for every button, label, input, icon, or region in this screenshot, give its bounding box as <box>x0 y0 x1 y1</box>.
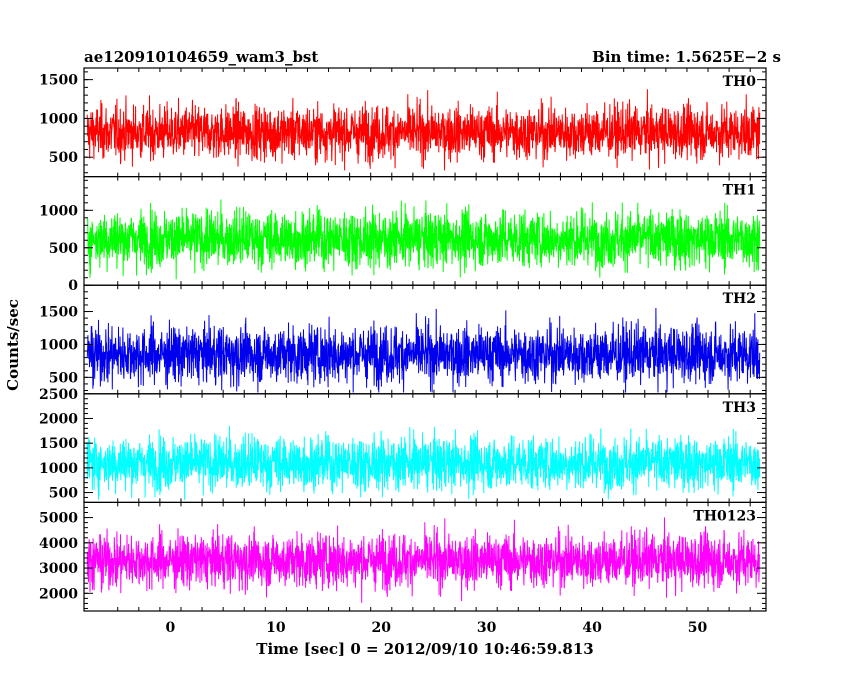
panel-label-th1: TH1 <box>723 183 756 199</box>
y-tick-label: 2500 <box>39 387 78 403</box>
x-tick-label: 20 <box>372 620 392 636</box>
x-axis-label: Time [sec] 0 = 2012/09/10 10:46:59.813 <box>256 640 593 658</box>
panel-th1: 0 500 1000 TH1 <box>39 176 767 294</box>
panel-label-th0123: TH0123 <box>693 508 756 524</box>
y-axis-label: Counts/sec <box>4 299 22 391</box>
series-line-th0123 <box>86 517 761 603</box>
y-tick-label: 500 <box>49 150 78 166</box>
y-tick-label: 500 <box>49 241 78 257</box>
panel-th2: 500 1000 1500 TH2 <box>39 284 767 395</box>
x-tick-label: 50 <box>688 620 708 636</box>
series-line-th1 <box>86 199 761 280</box>
panel-th0123: 2000 3000 4000 5000 TH0123 <box>39 501 767 612</box>
panel-label-th3: TH3 <box>723 400 756 416</box>
y-tick-label: 1500 <box>39 73 78 89</box>
y-tick-label: 1000 <box>39 461 78 477</box>
bin-time-label: Bin time: 1.5625E−2 s <box>592 48 781 66</box>
y-tick-label: 2000 <box>39 586 78 602</box>
panel-label-th0: TH0 <box>723 74 757 90</box>
series-line-th2 <box>86 307 761 393</box>
y-tick-label: 1500 <box>39 436 78 452</box>
series-line-th3 <box>86 425 761 500</box>
y-tick-label: 500 <box>49 370 78 386</box>
y-tick-label: 2000 <box>39 411 78 427</box>
panel-th3: 500 1000 1500 2000 2500 TH3 <box>39 387 767 503</box>
y-tick-label: 1500 <box>39 305 78 321</box>
y-tick-label: 5000 <box>39 511 78 527</box>
series-line-th0 <box>86 89 761 171</box>
panel-frame <box>83 501 767 612</box>
y-tick-label: 1000 <box>39 337 78 353</box>
x-tick-label: 0 <box>166 620 176 636</box>
x-tick-label: 40 <box>582 620 602 636</box>
chart-title: ae120910104659_wam3_bst <box>84 48 318 66</box>
panel-label-th2: TH2 <box>723 291 756 307</box>
x-tick-label: 10 <box>266 620 286 636</box>
x-axis: 0 10 20 30 40 50 <box>166 620 708 636</box>
y-tick-label: 0 <box>68 278 78 294</box>
y-tick-label: 1000 <box>39 111 78 127</box>
y-tick-label: 3000 <box>39 561 78 577</box>
y-tick-label: 4000 <box>39 536 78 552</box>
y-tick-label: 1000 <box>39 203 78 219</box>
y-tick-label: 500 <box>49 486 78 502</box>
x-tick-label: 30 <box>477 620 497 636</box>
panel-th0: 500 1000 1500 TH0 <box>39 67 767 178</box>
